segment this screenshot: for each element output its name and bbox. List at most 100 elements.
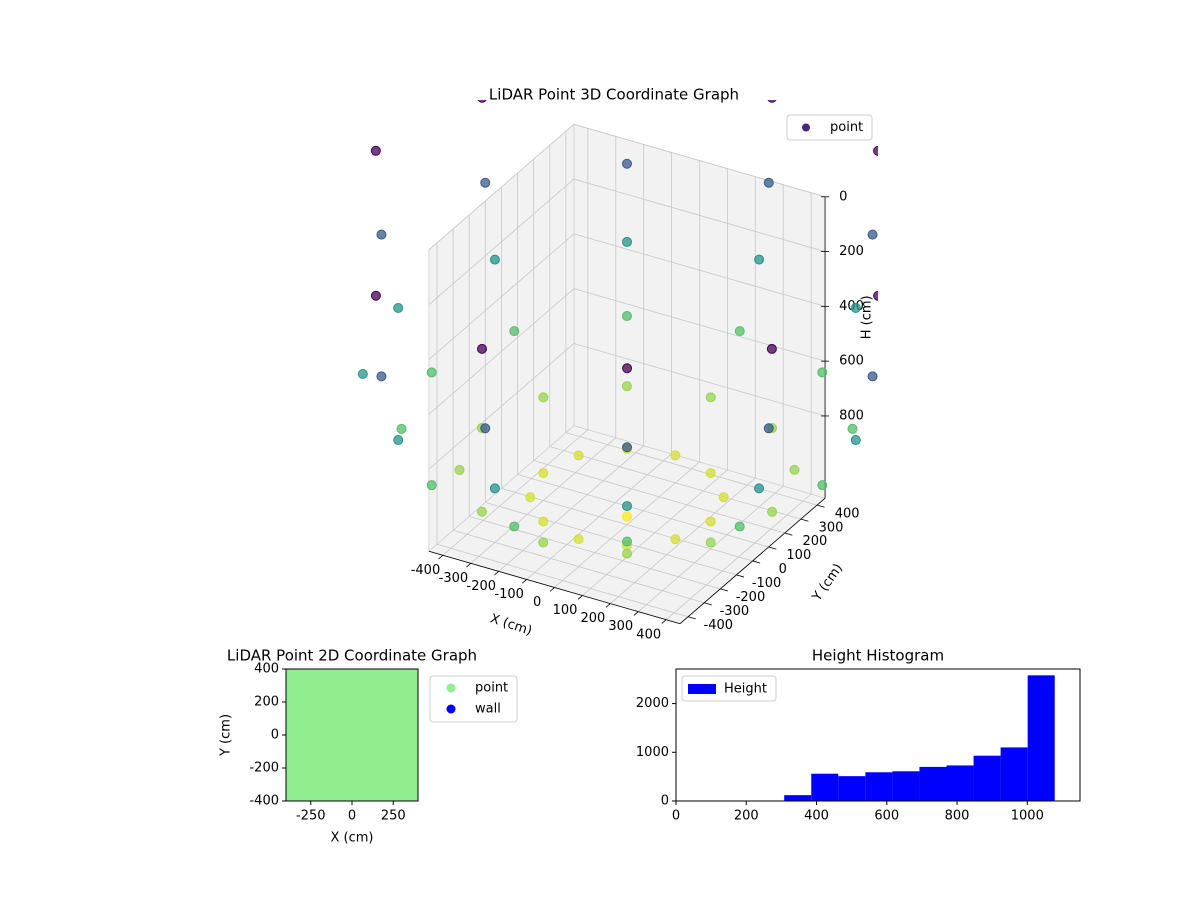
point xyxy=(850,302,861,313)
chart-title: LiDAR Point 2D Coordinate Graph xyxy=(227,647,477,665)
point xyxy=(307,772,331,797)
legend-label: point xyxy=(475,681,508,696)
point xyxy=(426,480,437,491)
chart-title: LiDAR Point 3D Coordinate Graph xyxy=(489,86,739,104)
x-tick-label: -400 xyxy=(411,563,441,578)
y-tick-label: 1000 xyxy=(636,745,669,760)
point xyxy=(621,381,632,392)
point xyxy=(393,302,404,313)
y-tick-label: 400 xyxy=(835,506,860,521)
tick-mark xyxy=(784,532,793,536)
point xyxy=(340,706,364,731)
point xyxy=(867,371,878,382)
point xyxy=(373,690,397,714)
grid-line xyxy=(573,123,826,198)
x-tick-label: 400 xyxy=(636,627,661,642)
point xyxy=(477,343,487,354)
y-tick-label: 0 xyxy=(271,728,279,743)
point xyxy=(307,756,331,780)
grid-line xyxy=(573,233,826,307)
tick-mark xyxy=(736,574,745,578)
point xyxy=(705,468,716,479)
point xyxy=(622,501,633,512)
point xyxy=(373,673,397,698)
tick-mark xyxy=(704,602,712,606)
y-tick-label: 200 xyxy=(254,695,279,710)
y-axis-label: Y (cm) xyxy=(809,561,846,605)
point xyxy=(323,723,348,747)
point xyxy=(670,450,681,461)
point xyxy=(323,690,348,714)
grid-line xyxy=(573,178,826,252)
point xyxy=(525,492,536,503)
point xyxy=(489,483,500,494)
point xyxy=(763,177,774,188)
tick-mark xyxy=(521,579,527,584)
point xyxy=(323,673,348,698)
x-tick-label: 1000 xyxy=(1011,809,1044,824)
point xyxy=(480,177,491,188)
point xyxy=(718,492,729,503)
y-tick-label: -200 xyxy=(736,590,766,605)
point xyxy=(356,756,381,780)
y-tick-label: -100 xyxy=(752,576,782,591)
point xyxy=(622,442,633,453)
chart-title: Height Histogram xyxy=(812,647,944,665)
bar xyxy=(838,776,866,801)
legend-marker xyxy=(688,684,716,694)
point xyxy=(734,521,745,532)
point xyxy=(538,392,549,403)
legend-label: wall xyxy=(475,702,501,717)
point xyxy=(290,690,315,714)
point xyxy=(307,739,331,764)
point xyxy=(290,772,315,797)
point xyxy=(340,673,364,698)
point xyxy=(621,311,632,322)
point xyxy=(538,468,549,479)
y-tick-label: 100 xyxy=(786,548,811,563)
point xyxy=(789,464,800,475)
point xyxy=(323,756,348,780)
point xyxy=(290,706,315,731)
point xyxy=(389,756,414,780)
bar xyxy=(919,766,947,801)
point xyxy=(389,706,414,731)
tick-mark xyxy=(494,571,499,576)
point xyxy=(393,435,404,446)
point xyxy=(389,723,414,747)
tick-mark xyxy=(438,554,444,560)
point xyxy=(509,521,520,532)
point xyxy=(754,483,765,494)
y-tick-label: 0 xyxy=(779,562,787,577)
x-tick-label: 250 xyxy=(381,809,406,824)
legend-marker xyxy=(802,123,810,132)
x-axis-label: X (cm) xyxy=(331,831,374,846)
point xyxy=(454,464,465,475)
point xyxy=(340,739,364,764)
tick-mark xyxy=(605,603,611,608)
point xyxy=(622,511,632,522)
x-tick-label: 100 xyxy=(553,603,578,618)
point xyxy=(754,254,765,265)
point xyxy=(340,756,364,780)
point xyxy=(340,723,364,747)
legend-marker xyxy=(446,704,456,714)
point xyxy=(356,673,381,698)
x-tick-label: 300 xyxy=(608,619,633,634)
point xyxy=(356,772,381,797)
point xyxy=(370,290,381,301)
point xyxy=(670,534,681,545)
tick-mark xyxy=(816,504,825,508)
tick-mark xyxy=(720,588,728,592)
point xyxy=(340,690,364,714)
grid-line xyxy=(573,343,826,417)
y-tick-label: -400 xyxy=(704,618,734,633)
point xyxy=(290,739,315,764)
x-tick-label: 0 xyxy=(348,809,356,824)
grid-line xyxy=(428,288,575,415)
tick-mark xyxy=(800,518,809,522)
axis-line xyxy=(428,550,681,625)
bar xyxy=(865,772,893,801)
point xyxy=(887,369,896,378)
point xyxy=(867,229,878,240)
